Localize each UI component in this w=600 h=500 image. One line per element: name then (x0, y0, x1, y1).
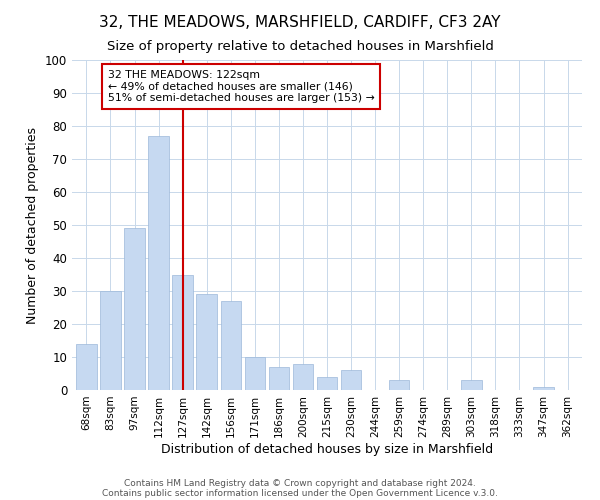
Bar (148, 136, 169, 390)
Text: Size of property relative to detached houses in Marshfield: Size of property relative to detached ho… (107, 40, 493, 53)
Bar (124, 228, 145, 390)
Bar (533, 386, 554, 390)
Bar (245, 357, 265, 390)
Bar (76, 344, 97, 390)
Bar (389, 380, 409, 390)
Bar (461, 380, 482, 390)
X-axis label: Distribution of detached houses by size in Marshfield: Distribution of detached houses by size … (161, 442, 493, 456)
Bar (341, 370, 361, 390)
Text: Contains public sector information licensed under the Open Government Licence v.: Contains public sector information licen… (102, 488, 498, 498)
Y-axis label: Number of detached properties: Number of detached properties (26, 126, 40, 324)
Bar (100, 291, 121, 390)
Bar (317, 377, 337, 390)
Bar (269, 367, 289, 390)
Bar (221, 301, 241, 390)
Bar (196, 294, 217, 390)
Text: 32, THE MEADOWS, MARSHFIELD, CARDIFF, CF3 2AY: 32, THE MEADOWS, MARSHFIELD, CARDIFF, CF… (99, 15, 501, 30)
Bar (293, 364, 313, 390)
Bar (172, 274, 193, 390)
Text: 32 THE MEADOWS: 122sqm
← 49% of detached houses are smaller (146)
51% of semi-de: 32 THE MEADOWS: 122sqm ← 49% of detached… (108, 70, 374, 103)
Text: Contains HM Land Registry data © Crown copyright and database right 2024.: Contains HM Land Registry data © Crown c… (124, 478, 476, 488)
